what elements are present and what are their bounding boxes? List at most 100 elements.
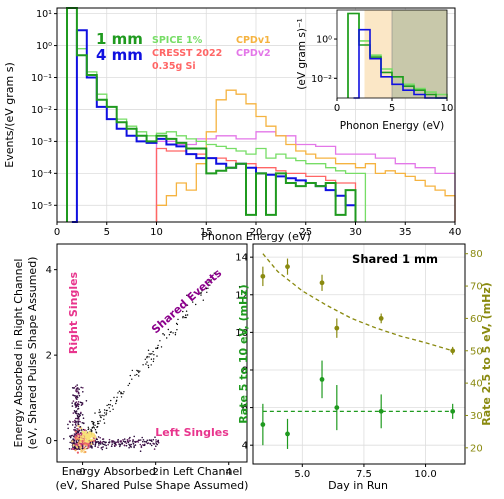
scatter-point xyxy=(102,440,105,443)
scatter-point xyxy=(126,439,129,441)
scatter-point xyxy=(125,442,128,445)
scatter-point xyxy=(99,414,101,416)
scatter-point xyxy=(108,407,111,409)
main-y-ticks: 10⁻⁵ 10⁻⁴ 10⁻³ 10⁻² 10⁻¹ 10⁰ 10¹ xyxy=(31,9,57,212)
scatter-frame xyxy=(56,243,248,463)
scatter-point xyxy=(133,446,135,449)
scatter-point xyxy=(155,347,157,349)
legend-1mm: 1 mm xyxy=(96,30,143,48)
scatter-point xyxy=(89,438,92,441)
scatter-point xyxy=(136,373,138,376)
main-y-tick-label: 10¹ xyxy=(36,9,52,20)
scatter-left-singles-label: Left Singles xyxy=(155,426,229,439)
scatter-point xyxy=(111,440,113,442)
scatter-point xyxy=(81,440,84,443)
scatter-point xyxy=(82,387,84,389)
scatter-point xyxy=(91,447,93,449)
scatter-point xyxy=(142,440,144,443)
scatter-point xyxy=(84,447,87,450)
scatter-point xyxy=(112,408,114,410)
scatter-point xyxy=(103,422,106,424)
scatter-point xyxy=(184,316,186,319)
scatter-point xyxy=(82,391,84,393)
scatter-point xyxy=(76,404,79,407)
scatter-point xyxy=(115,441,118,444)
rates-x-tick-label: 7.5 xyxy=(356,469,372,480)
main-series-mm1 xyxy=(66,7,357,222)
scatter-point xyxy=(73,439,76,442)
scatter-point xyxy=(111,443,113,446)
scatter-point xyxy=(99,441,102,444)
legend-cresst: CRESST 2022 xyxy=(152,48,222,59)
scatter-point xyxy=(128,446,130,449)
scatter-point xyxy=(94,412,96,414)
scatter-point xyxy=(182,310,184,313)
rates-series xyxy=(260,253,456,449)
scatter-point xyxy=(80,435,83,438)
rates-y-tick-label-left: 8 xyxy=(242,365,248,376)
rates-y-tick-label-right: 50 xyxy=(470,346,483,357)
scatter-x-ticks: 0 2 4 xyxy=(79,462,232,478)
main-x-ticks: 0 5 10 15 20 25 30 35 40 xyxy=(54,222,461,238)
scatter-point xyxy=(106,404,108,407)
scatter-point xyxy=(78,394,81,397)
rates-x-tick-label: 10.0 xyxy=(414,469,436,480)
scatter-point xyxy=(148,356,150,358)
rates-point xyxy=(378,316,384,321)
scatter-point xyxy=(97,436,100,438)
rates-title: Shared 1 mm xyxy=(352,252,438,266)
scatter-y-tick-label: 4 xyxy=(46,265,52,276)
scatter-point xyxy=(72,444,75,447)
scatter-point xyxy=(82,443,85,446)
scatter-point xyxy=(100,447,103,449)
main-y-tick-label: 10⁻³ xyxy=(31,137,52,148)
main-x-tick-label: 25 xyxy=(299,227,312,238)
scatter-point xyxy=(68,420,71,423)
scatter-point xyxy=(75,390,77,392)
scatter-x-label: Energy Absorbed in Left Channel xyxy=(62,465,243,478)
legend-cpdv2: CPDv2 xyxy=(236,48,271,59)
scatter-point xyxy=(152,350,154,353)
scatter-point xyxy=(112,440,115,442)
scatter-point xyxy=(115,402,117,405)
scatter-point xyxy=(74,435,77,438)
scatter-point xyxy=(138,375,140,377)
scatter-point xyxy=(137,441,140,443)
scatter-point xyxy=(185,314,187,316)
scatter-point xyxy=(162,333,164,335)
scatter-point xyxy=(103,415,105,417)
scatter-point xyxy=(74,423,77,426)
scatter-point xyxy=(97,423,99,425)
scatter-point xyxy=(74,426,76,429)
scatter-point xyxy=(108,441,110,444)
scatter-point xyxy=(73,410,76,412)
scatter-point xyxy=(77,425,80,428)
legend-4mm: 4 mm xyxy=(96,46,143,64)
scatter-point xyxy=(78,415,81,418)
scatter-point xyxy=(142,439,145,441)
scatter-point xyxy=(71,402,73,404)
main-x-tick-label: 15 xyxy=(200,227,213,238)
rates-point xyxy=(285,264,290,270)
scatter-point xyxy=(157,439,160,442)
scatter-point xyxy=(133,435,135,438)
scatter-point xyxy=(129,445,132,448)
rates-point xyxy=(319,280,325,286)
scatter-point xyxy=(155,445,157,448)
scatter-point xyxy=(76,387,79,389)
rates-y-tick-label-right: 20 xyxy=(470,443,483,454)
rates-panel: 5.0 7.5 10.0 4 6 8 10 12 14 20 30 40 50 60 70 80 Shar… xyxy=(235,243,493,492)
scatter-point xyxy=(138,371,140,374)
scatter-point xyxy=(99,420,101,422)
scatter-point xyxy=(74,449,77,452)
scatter-point xyxy=(73,441,75,443)
main-x-tick-label: 20 xyxy=(250,227,263,238)
scatter-point xyxy=(92,426,95,428)
scatter-point xyxy=(152,360,155,363)
inset-x-label: Phonon Energy (eV) xyxy=(340,120,444,132)
scatter-point xyxy=(69,436,72,439)
scatter-point xyxy=(139,370,141,372)
scatter-point xyxy=(117,392,119,394)
scatter-point xyxy=(76,384,78,386)
